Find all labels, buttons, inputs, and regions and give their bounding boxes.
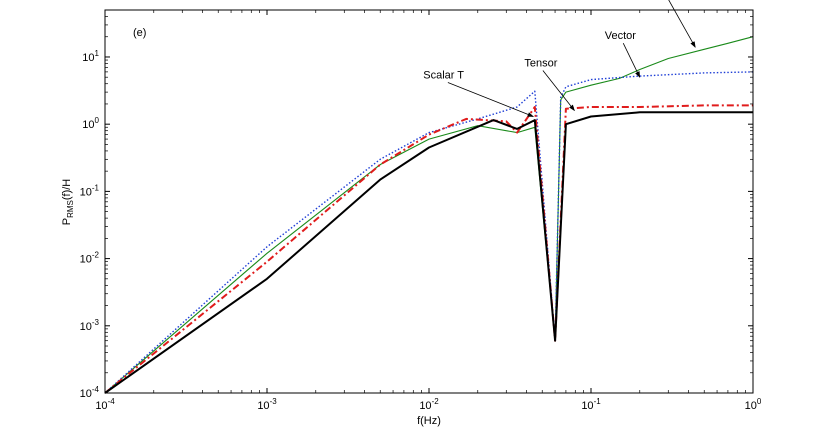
x-tick-label: 10-3	[257, 397, 277, 412]
annotation-vector: Vector	[605, 30, 637, 42]
x-axis-label: f(Hz)	[417, 415, 441, 427]
x-tick-label: 10-2	[419, 397, 439, 412]
y-tick-label: 10-4	[80, 385, 100, 400]
y-tick-label: 10-1	[80, 183, 100, 198]
annotation-arrow-scalar_t	[447, 82, 534, 117]
series-line-tensor	[104, 104, 753, 394]
x-tick-label: 10-1	[581, 397, 601, 412]
x-tick-label: 10-4	[95, 397, 115, 412]
y-tick-label: 10-2	[80, 251, 100, 266]
x-tick-label: 100	[745, 397, 762, 412]
series-line-scalar_l	[104, 36, 754, 394]
series-line-scalar_t	[104, 111, 753, 394]
annotation-arrow-scalar_l	[668, 0, 696, 48]
y-tick-label: 10-3	[80, 318, 100, 333]
y-tick-label: 100	[82, 116, 99, 131]
annotation-tensor: Tensor	[524, 57, 557, 69]
curves	[104, 36, 754, 394]
annotation-arrow-vector	[622, 43, 641, 78]
annotation-scalar_t: Scalar T	[423, 70, 464, 82]
y-axis-label: PRMS(f)/H	[61, 179, 75, 226]
annotations: Scalar LVectorTensorScalar T	[423, 0, 696, 117]
y-tick-label: 101	[82, 49, 99, 64]
plot-background	[105, 10, 753, 393]
panel-label: (e)	[133, 27, 146, 39]
axis-ticks: 10-4 10-3 10-2 10-1 100 10-4 10-3 10-2 10-1 100 10…	[80, 9, 762, 412]
annotation-arrow-tensor	[542, 70, 575, 112]
